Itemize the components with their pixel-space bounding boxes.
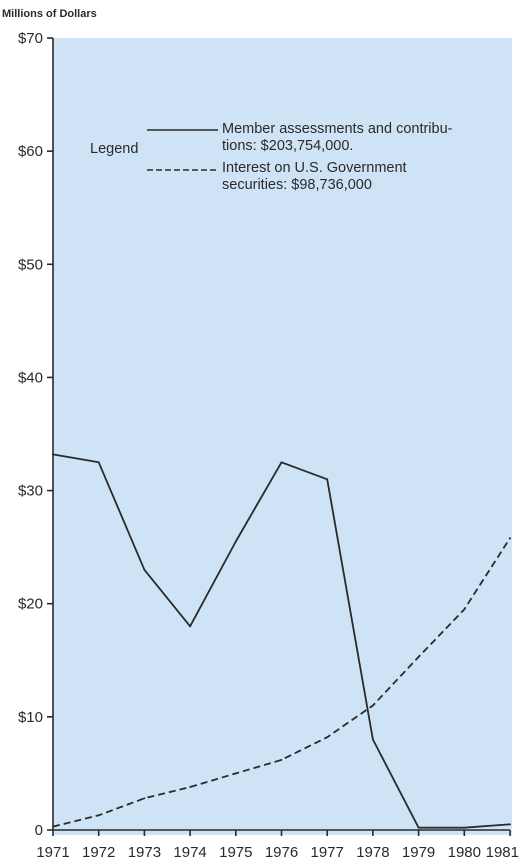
legend-title: Legend: [90, 141, 138, 157]
data-point: [509, 823, 511, 826]
x-tick-label: 1976: [265, 844, 298, 861]
x-tick-label: 1977: [311, 844, 344, 861]
data-point: [463, 826, 466, 829]
data-point: [326, 736, 329, 739]
y-tick-label: $10: [18, 709, 43, 726]
y-tick-label: 0: [35, 822, 43, 839]
data-point: [326, 478, 329, 481]
y-tick-label: $20: [18, 596, 43, 613]
x-tick-label: 1980: [448, 844, 481, 861]
data-point: [97, 814, 100, 817]
data-point: [143, 568, 146, 571]
data-point: [463, 608, 466, 611]
y-tick-label: $30: [18, 483, 43, 500]
y-tick-label: $70: [18, 30, 43, 47]
data-point: [372, 704, 374, 707]
x-tick-label: 1975: [219, 844, 252, 861]
y-axis: 0 $10 $20 $30 $40 $50 $60 $70: [18, 30, 54, 839]
series-group: [52, 453, 511, 829]
data-point: [234, 540, 237, 543]
y-tick-label: $60: [18, 143, 43, 160]
data-point: [189, 786, 192, 788]
data-point: [52, 453, 54, 456]
y-tick-label: $40: [18, 369, 43, 386]
data-point: [97, 461, 100, 464]
data-point: [509, 537, 511, 539]
legend-entry-text: tions: $203,754,000.: [222, 138, 353, 154]
legend-entry-text: Member assessments and contribu-: [222, 121, 453, 137]
data-point: [280, 758, 283, 761]
plot-area: [53, 38, 512, 835]
x-tick-label: 1979: [402, 844, 435, 861]
x-tick-label: 1974: [173, 844, 206, 861]
data-point: [417, 655, 420, 658]
data-point: [189, 625, 192, 628]
y-tick-label: $50: [18, 256, 43, 273]
legend-entry-text: Interest on U.S. Government: [222, 160, 407, 176]
data-point: [143, 797, 146, 800]
y-axis-unit-label: Millions of Dollars: [2, 8, 97, 20]
x-tick-label: 1981: [486, 844, 519, 861]
data-point: [372, 738, 374, 741]
data-point: [52, 825, 54, 828]
x-tick-label: 1973: [128, 844, 161, 861]
x-tick-label: 1978: [356, 844, 389, 861]
legend: Legend Member assessments and contribu-ti…: [90, 121, 453, 193]
x-tick-label: 1971: [36, 844, 69, 861]
series-line-2: [52, 537, 511, 828]
x-tick-label: 1972: [82, 844, 115, 861]
x-axis: 1971 1972 1973 1974 1975 1976 1977 1978 1979 1980…: [36, 829, 519, 861]
legend-entry-text: securities: $98,736,000: [222, 177, 372, 193]
data-point: [280, 461, 283, 464]
data-point: [417, 826, 420, 829]
data-point: [234, 772, 237, 775]
